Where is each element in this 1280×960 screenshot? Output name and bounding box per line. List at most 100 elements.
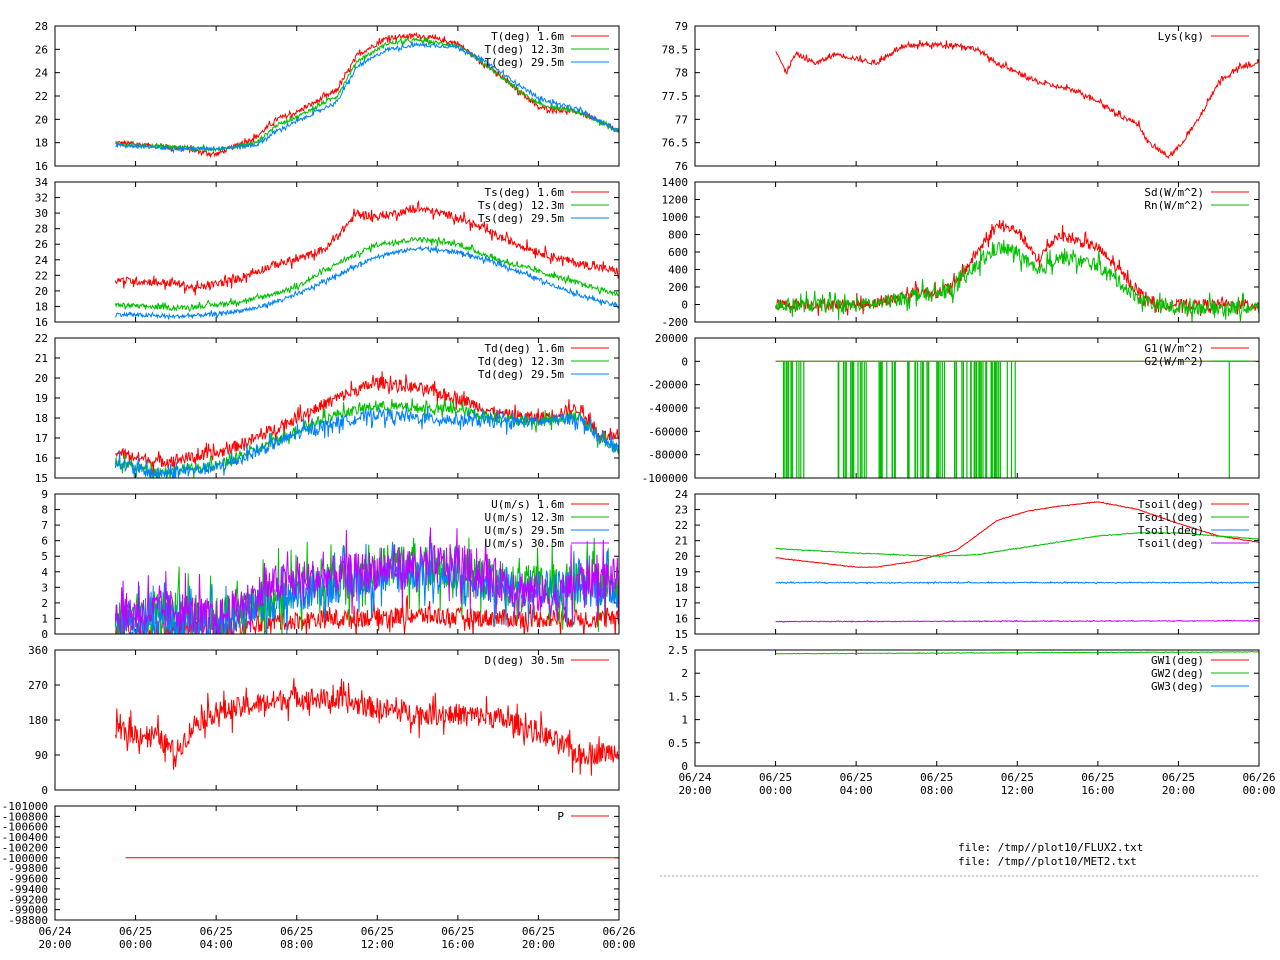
x-tick-date: 06/25 (1001, 771, 1034, 784)
plot-area (114, 527, 619, 634)
x-tick-date: 06/25 (1162, 771, 1195, 784)
series-line (775, 580, 1259, 585)
x-tick-time: 12:00 (361, 938, 394, 951)
y-tick-label: 76 (675, 160, 688, 173)
legend-label: Tsoil(deg) (1138, 524, 1204, 537)
y-tick-label: 0 (41, 784, 48, 797)
series-line (775, 501, 1259, 569)
x-tick-time: 16:00 (1081, 784, 1114, 797)
y-tick-label: 18 (35, 137, 48, 150)
legend-label: U(m/s) 12.3m (485, 511, 565, 524)
x-tick-date: 06/25 (361, 925, 394, 938)
y-tick-label: 20 (35, 285, 48, 298)
time-axis-labels: 06/2420:0006/2500:0006/2504:0006/2508:00… (38, 771, 1275, 951)
x-tick-time: 00:00 (1242, 784, 1275, 797)
panel-radiation: -200 0 200 400 600 800 1000 1200 1400 Sd(W/m^2)Rn… (662, 176, 1260, 329)
x-tick-date: 06/26 (602, 925, 635, 938)
y-tick-label: 30 (35, 207, 48, 220)
legend-label: Td(deg) 29.5m (478, 368, 564, 381)
y-tick-label: 78.5 (662, 43, 689, 56)
y-tick-label: -101000 (2, 800, 48, 813)
x-tick-time: 04:00 (840, 784, 873, 797)
y-tick-label: -98800 (8, 914, 48, 927)
panel-frame (54, 649, 620, 791)
panel-soil-heat-flux: -100000 -80000 -60000 -40000 -20000 0 20000 G1(… (642, 332, 1260, 485)
plot-area (775, 39, 1259, 160)
y-tick-label: 77 (675, 113, 688, 126)
y-tick-label: -40000 (648, 402, 688, 415)
y-tick-label: 22 (35, 332, 48, 345)
y-tick-label: 79 (675, 20, 688, 33)
y-tick-label: -99000 (8, 904, 48, 917)
y-tick-label: 1000 (662, 211, 689, 224)
legend-label: G1(W/m^2) (1144, 342, 1204, 355)
y-tick-label: 0 (41, 628, 48, 641)
y-tick-label: 1 (681, 714, 688, 727)
y-tick-label: -20000 (648, 379, 688, 392)
y-tick-label: 19 (675, 566, 688, 579)
y-tick-label: 22 (35, 269, 48, 282)
legend-label: Td(deg) 12.3m (478, 355, 564, 368)
x-tick-date: 06/25 (441, 925, 474, 938)
x-tick-date: 06/25 (920, 771, 953, 784)
plot-area (775, 650, 1259, 655)
y-tick-label: 28 (35, 223, 48, 236)
series-line (115, 371, 619, 475)
y-tick-label: -99600 (8, 873, 48, 886)
legend-label: G2(W/m^2) (1144, 355, 1204, 368)
panel-frame (54, 25, 620, 167)
y-tick-label: 600 (668, 246, 688, 259)
y-tick-label: 20 (35, 113, 48, 126)
y-tick-label: -60000 (648, 425, 688, 438)
x-tick-date: 06/25 (280, 925, 313, 938)
legend-label: Tsoil(deg) (1138, 498, 1204, 511)
series-line (114, 398, 619, 478)
y-tick-label: 5 (41, 550, 48, 563)
legend-label: Ts(deg) 1.6m (485, 186, 565, 199)
x-tick-date: 06/25 (840, 771, 873, 784)
y-tick-label: -80000 (648, 449, 688, 462)
panel-frame (694, 649, 1260, 767)
y-tick-label: 16 (35, 316, 48, 329)
y-tick-label: 16 (35, 160, 48, 173)
x-tick-date: 06/25 (200, 925, 233, 938)
y-tick-label: 19 (35, 392, 48, 405)
series-line (114, 236, 619, 313)
x-tick-time: 20:00 (1162, 784, 1195, 797)
legend-label: Tsoil(deg) (1138, 537, 1204, 550)
y-tick-label: -99800 (8, 862, 48, 875)
y-tick-label: 17 (35, 432, 48, 445)
y-tick-label: -100200 (2, 841, 48, 854)
y-tick-label: 400 (668, 264, 688, 277)
legend-label: GW2(deg) (1151, 667, 1204, 680)
y-tick-label: 17 (675, 597, 688, 610)
y-tick-label: -100000 (642, 472, 688, 485)
y-tick-label: -200 (662, 316, 689, 329)
series-line (114, 536, 619, 634)
series-line (775, 650, 1259, 655)
panel-air-temperature: 16 18 20 22 24 26 28 T(deg) 1.6mT(deg) 12.3mT(d… (35, 20, 620, 173)
y-tick-label: -99200 (8, 893, 48, 906)
legend-label: Ts(deg) 12.3m (478, 199, 564, 212)
series-line (775, 39, 1259, 160)
x-tick-date: 06/24 (38, 925, 71, 938)
y-tick-label: 22 (675, 519, 688, 532)
y-tick-label: 1200 (662, 194, 689, 207)
legend-label: U(m/s) 29.5m (485, 524, 565, 537)
legend-label: Lys(kg) (1158, 30, 1204, 43)
y-tick-label: 200 (668, 281, 688, 294)
x-tick-time: 08:00 (920, 784, 953, 797)
series-line (114, 527, 619, 634)
x-tick-time: 20:00 (38, 938, 71, 951)
y-tick-label: 360 (28, 644, 48, 657)
legend-label: U(m/s) 1.6m (491, 498, 564, 511)
plot-area (775, 219, 1259, 322)
legend-label: Td(deg) 1.6m (485, 342, 565, 355)
y-tick-label: 23 (675, 504, 688, 517)
y-tick-label: 24 (35, 254, 49, 267)
x-tick-time: 20:00 (678, 784, 711, 797)
plot-area (115, 31, 619, 159)
